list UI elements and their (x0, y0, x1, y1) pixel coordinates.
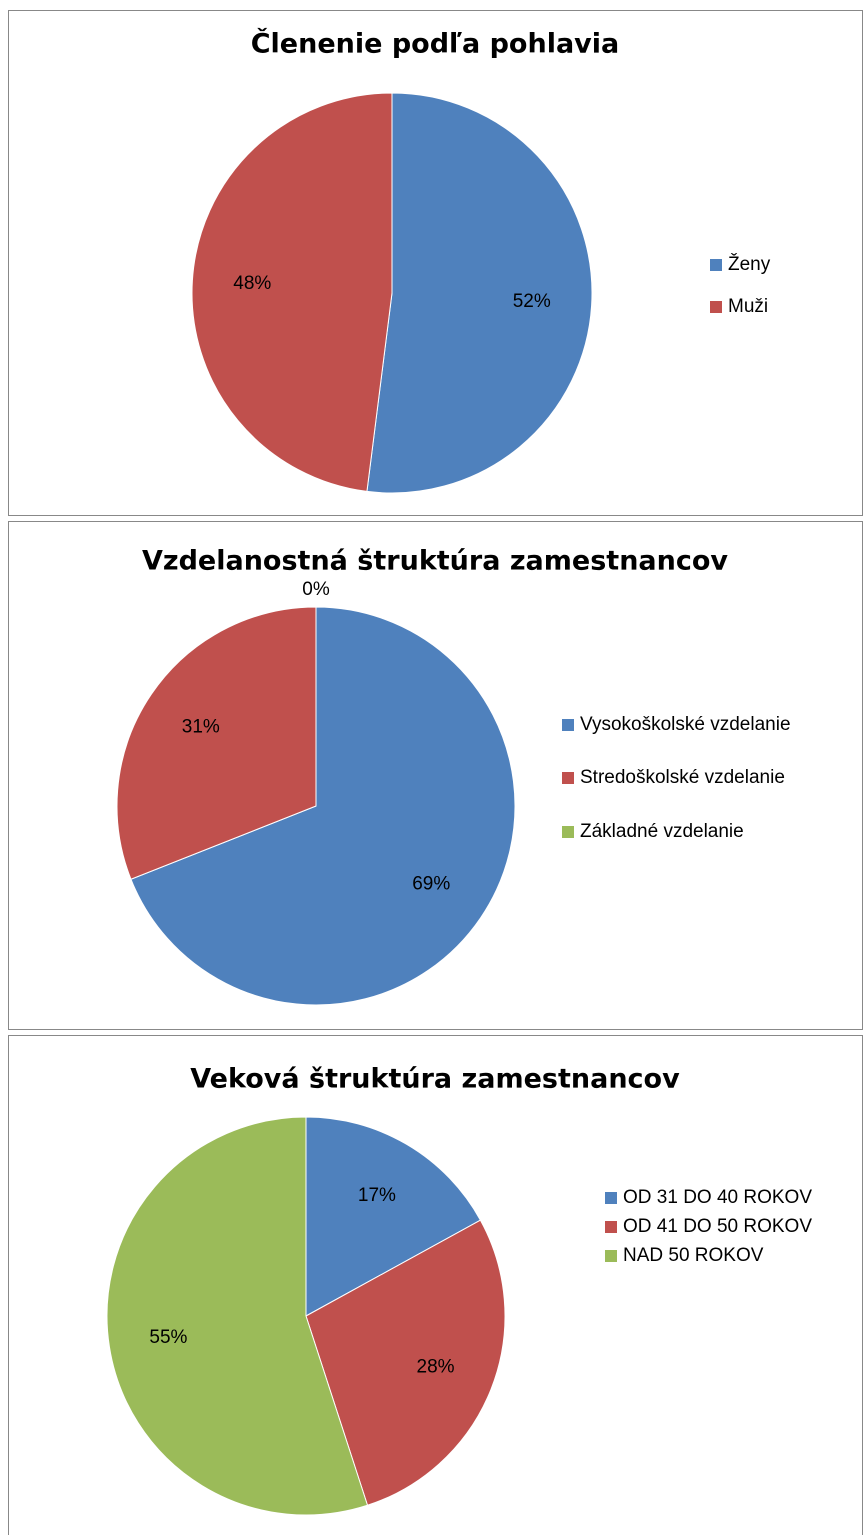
pie-slice (366, 92, 593, 494)
legend-label: Vysokoškolské vzdelanie (580, 714, 791, 735)
legend-label: Základné vzdelanie (580, 821, 744, 842)
legend-swatch (562, 772, 574, 784)
data-label: 31% (182, 717, 220, 738)
pie-slice (106, 1116, 369, 1516)
pie-slice (305, 1116, 482, 1317)
legend-label: OD 41 DO 50 ROKOV (623, 1216, 812, 1237)
legend-swatch (710, 301, 722, 313)
legend-swatch (605, 1192, 617, 1204)
pie-slice (116, 606, 317, 880)
data-label: 17% (358, 1185, 396, 1206)
legend-label: Muži (728, 296, 768, 317)
pie-slice (191, 92, 393, 492)
pie-slice (305, 1219, 506, 1506)
legend-swatch (710, 259, 722, 271)
chart-title: Veková štruktúra zamestnancov (190, 1064, 680, 1095)
legend-swatch (605, 1221, 617, 1233)
chart-title: Členenie podľa pohlavia (251, 28, 620, 60)
legend-label: OD 31 DO 40 ROKOV (623, 1187, 812, 1208)
data-label: 28% (417, 1356, 455, 1377)
data-label: 48% (233, 273, 271, 294)
legend-label: Stredoškolské vzdelanie (580, 767, 785, 788)
legend-label: Ženy (728, 253, 771, 275)
data-label: 55% (149, 1327, 187, 1348)
pie-slice (130, 606, 516, 1006)
legend-swatch (605, 1250, 617, 1262)
chart-title: Vzdelanostná štruktúra zamestnancov (142, 546, 728, 577)
legend-label: NAD 50 ROKOV (623, 1245, 764, 1266)
data-label: 0% (302, 579, 330, 600)
data-label: 52% (513, 291, 551, 312)
data-label: 69% (412, 873, 450, 894)
legend-swatch (562, 826, 574, 838)
legend-swatch (562, 719, 574, 731)
